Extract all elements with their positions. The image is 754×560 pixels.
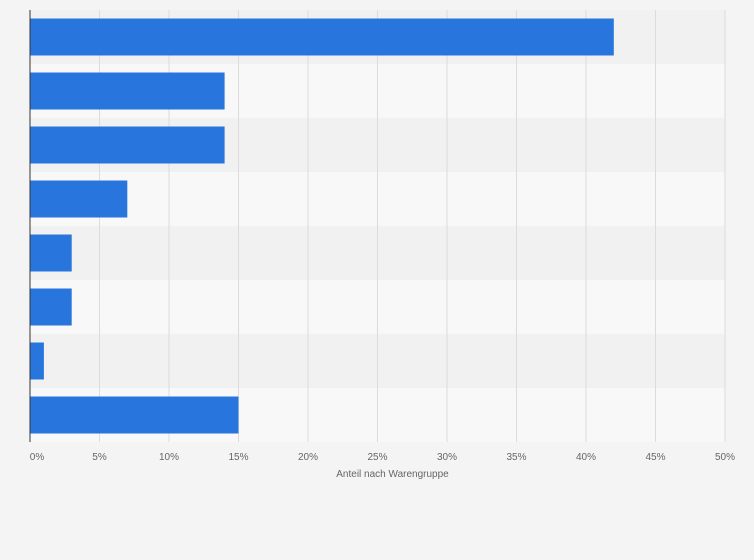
- x-axis-title: Anteil nach Warengruppe: [336, 469, 449, 480]
- gridlines: [99, 10, 726, 442]
- x-tick-label: 25%: [367, 452, 387, 463]
- bar-series: [30, 18, 614, 434]
- x-tick-label: 10%: [159, 452, 179, 463]
- x-tick-label: 15%: [228, 452, 248, 463]
- x-tick-label: 20%: [298, 452, 318, 463]
- x-tick-label: 35%: [506, 452, 526, 463]
- bar[interactable]: [30, 234, 72, 272]
- x-tick-label: 45%: [645, 452, 665, 463]
- x-tick-label: 0%: [30, 452, 45, 463]
- bar[interactable]: [30, 288, 72, 326]
- x-tick-label: 50%: [715, 452, 735, 463]
- bar[interactable]: [30, 18, 614, 56]
- bar[interactable]: [30, 342, 44, 380]
- bar[interactable]: [30, 126, 225, 164]
- x-tick-label: 5%: [92, 452, 107, 463]
- bar[interactable]: [30, 180, 128, 218]
- x-axis-ticks: 0% 5% 10% 15% 20% 25% 30% 35% 40% 45% 50%: [30, 452, 735, 463]
- x-tick-label: 30%: [437, 452, 457, 463]
- x-tick-label: 40%: [576, 452, 596, 463]
- bar[interactable]: [30, 72, 225, 110]
- bar[interactable]: [30, 396, 239, 434]
